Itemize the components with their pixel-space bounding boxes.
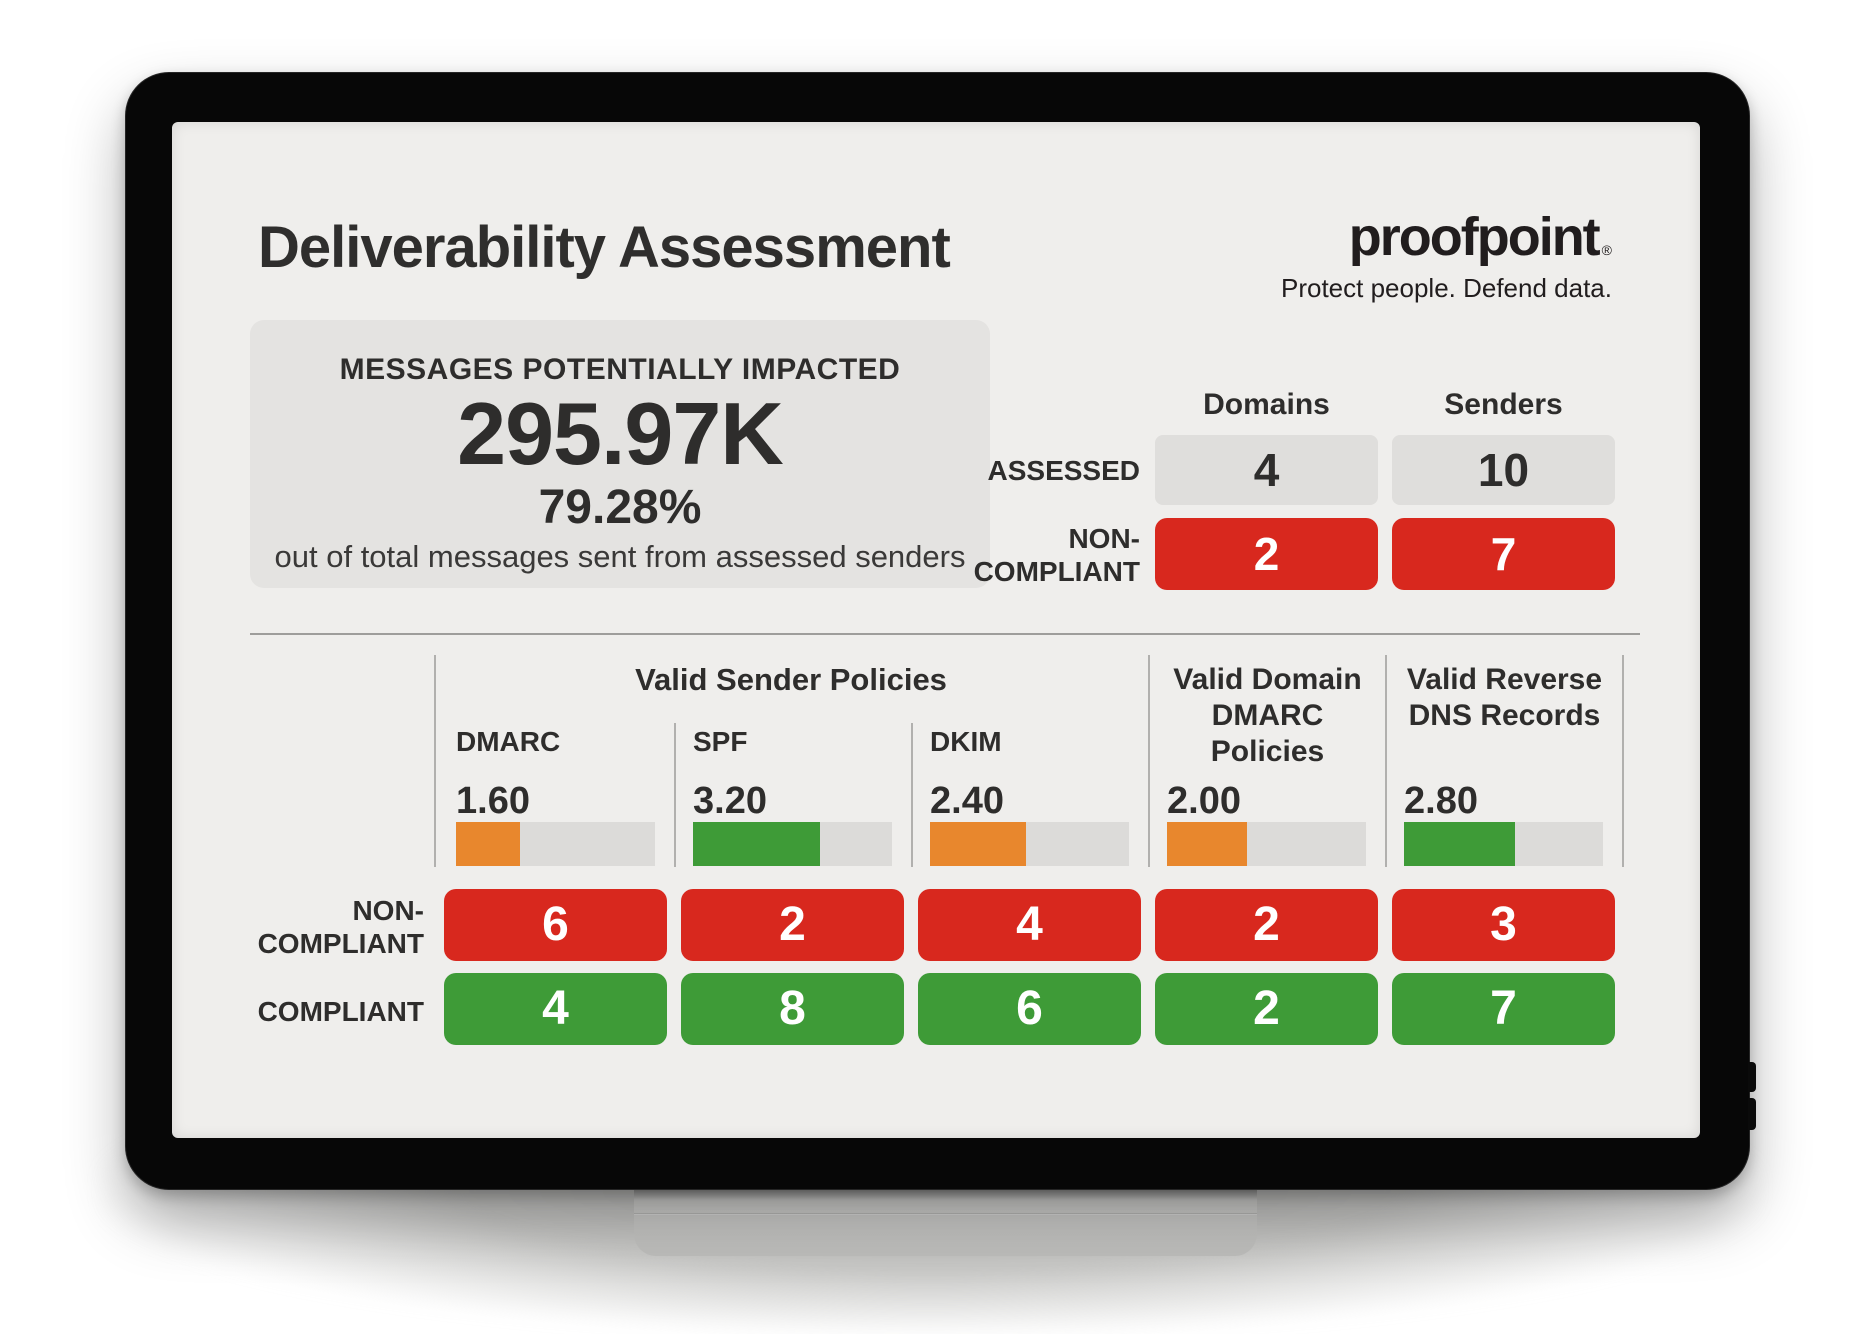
score-bar-valid-reverse-dns [1404,822,1603,866]
stand-seam [634,1213,1257,1215]
non-compliant-domains-value: 2 [1155,518,1378,590]
section-divider [250,633,1640,635]
column-label-spf: SPF [693,726,748,757]
column-divider [674,723,676,867]
proofpoint-logo: proofpoint ® Protect people. Defend data. [1281,210,1612,304]
score-spf: 3.20 [693,780,767,822]
assessed-row-label: ASSESSED [987,455,1141,486]
table-non-compliant-label: NON- COMPLIANT [257,895,424,959]
column-label-dmarc: DMARC [456,726,561,757]
page-title: Deliverability Assessment [258,215,951,280]
logo-tagline: Protect people. Defend data. [1280,273,1612,303]
compliant-dkim: 6 [918,973,1141,1045]
logo-wordmark: proofpoint ® [1348,207,1612,267]
device-stand [634,1190,1257,1256]
impacted-label: MESSAGES POTENTIALLY IMPACTED [339,353,901,386]
dashboard-screen: Deliverability Assessment proofpoint ® Pr… [172,122,1700,1138]
column-header-senders: Senders [1444,388,1563,421]
column-label-dkim: DKIM [930,726,1002,757]
column-divider [911,723,913,867]
score-dmarc: 1.60 [456,780,530,822]
non-compliant-spf: 2 [681,889,904,961]
side-button-icon [1748,1098,1756,1130]
column-divider [1385,655,1387,867]
compliant-dmarc: 4 [444,973,667,1045]
impacted-caption: out of total messages sent from assessed… [274,538,966,574]
table-compliant-label: COMPLIANT [257,996,424,1027]
non-compliant-row-label: NON- COMPLIANT [973,523,1140,587]
non-compliant-valid-domain-dmarc: 2 [1155,889,1378,961]
side-button-icon [1748,1062,1756,1092]
impacted-value: 295.97K [457,384,784,483]
column-divider [1148,655,1150,867]
group-header-valid-sender-policies: Valid Sender Policies [635,662,947,697]
messages-impacted-card: MESSAGES POTENTIALLY IMPACTED 295.97K 79… [250,320,990,588]
header-valid-domain-dmarc-policies: Valid Domain DMARC Policies [1173,663,1362,768]
non-compliant-dmarc: 6 [444,889,667,961]
impacted-percent: 79.28% [538,481,702,535]
header-valid-reverse-dns-records: Valid Reverse DNS Records [1406,663,1603,732]
score-bar-dmarc [456,822,655,866]
compliant-valid-reverse-dns: 7 [1392,973,1615,1045]
non-compliant-dkim: 4 [918,889,1141,961]
assessed-senders-value: 10 [1392,435,1615,505]
column-divider [1622,655,1624,867]
non-compliant-senders-value: 7 [1392,518,1615,590]
assessed-domains-value: 4 [1155,435,1378,505]
column-divider [434,655,436,867]
non-compliant-valid-reverse-dns: 3 [1392,889,1615,961]
registered-mark-icon: ® [1601,242,1612,258]
score-bar-dkim [930,822,1129,866]
column-header-domains: Domains [1203,388,1330,421]
score-valid-reverse-dns: 2.80 [1404,780,1478,822]
tablet-device-frame: Deliverability Assessment proofpoint ® Pr… [125,72,1756,1190]
score-valid-domain-dmarc: 2.00 [1167,780,1241,822]
score-dkim: 2.40 [930,780,1004,822]
compliant-spf: 8 [681,973,904,1045]
score-bar-spf [693,822,892,866]
compliant-valid-domain-dmarc: 2 [1155,973,1378,1045]
stand-top-shadow [634,1190,1257,1200]
score-bar-valid-domain-dmarc [1167,822,1366,866]
